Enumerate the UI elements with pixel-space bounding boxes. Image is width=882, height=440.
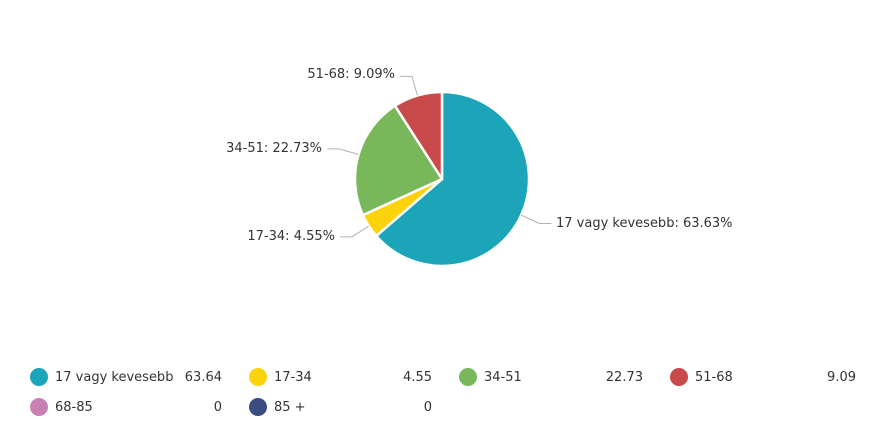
legend-item-34-51[interactable]: 34-51 22.73 [459,368,643,386]
legend-label: 34-51 [484,369,522,385]
legend-swatch-icon [249,368,267,386]
legend-swatch-icon [30,398,48,416]
pie-slice-51-68[interactable] [393,90,444,181]
legend-label: 17 vagy kevesebb [55,369,174,385]
callout-leader-line [339,225,370,238]
legend-value: 4.55 [403,369,432,385]
callout-leader-line [399,75,418,96]
legend-value: 0 [213,399,222,415]
pie-slice-34-51[interactable] [353,104,444,217]
callout-leader-line [327,148,359,155]
slice-callout-label: 17 vagy kevesebb: 63.63% [556,216,733,231]
legend-value: 63.64 [184,369,222,385]
legend-item-51-68[interactable]: 51-68 9.09 [670,368,856,386]
callout-leader-line [520,214,552,224]
legend-swatch-icon [30,368,48,386]
slice-callout-label: 51-68: 9.09% [307,67,395,82]
legend-swatch-icon [249,398,267,416]
legend-label: 17-34 [274,369,312,385]
legend-label: 68-85 [55,399,93,415]
slice-callout-label: 34-51: 22.73% [226,141,322,156]
chart-legend: 17 vagy kevesebb 63.64 17-34 4.55 34-51 … [30,368,856,416]
legend-value: 22.73 [605,369,643,385]
legend-item-17-34[interactable]: 17-34 4.55 [249,368,432,386]
legend-value: 9.09 [827,369,856,385]
legend-swatch-icon [670,368,688,386]
legend-label: 51-68 [695,369,733,385]
slice-callout-label: 17-34: 4.55% [247,229,335,244]
legend-item-17-vagy-kevesebb[interactable]: 17 vagy kevesebb 63.64 [30,368,222,386]
legend-item-85-plus[interactable]: 85 + 0 [249,398,432,416]
legend-swatch-icon [459,368,477,386]
legend-value: 0 [423,399,432,415]
pie-slice-17-vagy-kevesebb[interactable] [375,90,531,268]
legend-item-68-85[interactable]: 68-85 0 [30,398,222,416]
legend-label: 85 + [274,399,306,415]
